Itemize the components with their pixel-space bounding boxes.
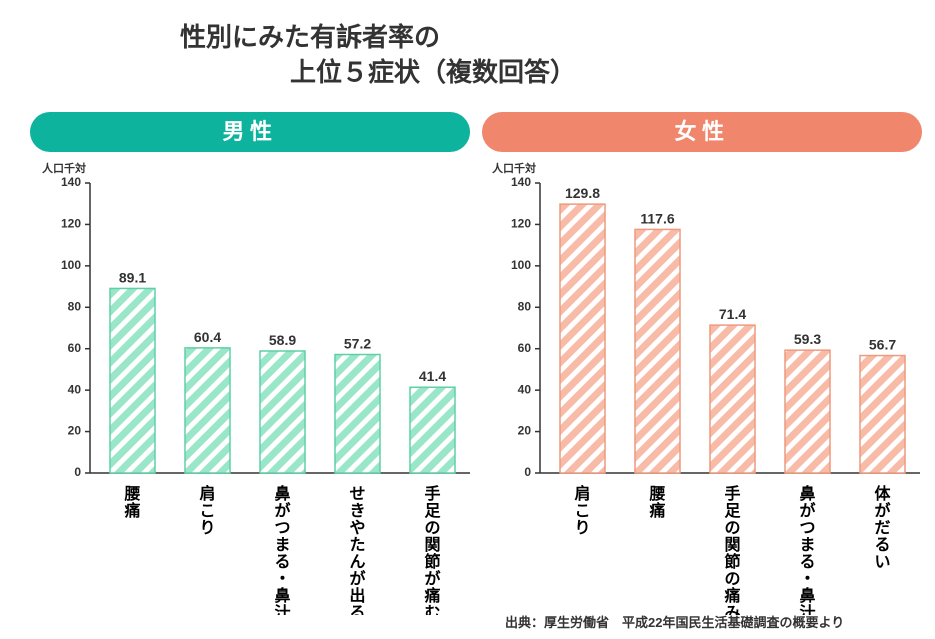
bar	[410, 387, 455, 473]
category-label: 肩こり	[199, 484, 215, 537]
y-tick-label: 80	[68, 299, 82, 313]
category-label: 鼻がつまる・鼻汁が出る	[799, 484, 815, 615]
bar	[185, 348, 230, 473]
title-line1: 性別にみた有訴者率の	[0, 20, 935, 55]
male-y-axis-label: 人口千対	[42, 160, 86, 176]
female-banner-label: 女性	[674, 119, 729, 144]
y-tick-label: 100	[511, 258, 531, 272]
female-bar-chart: 0 20 40 60 80 100 120 140 129.8 肩こり 117.6 腰痛 71.4 手足の…	[498, 175, 928, 615]
title-line2: 上位５症状（複数回答）	[0, 55, 935, 90]
male-banner: 男性	[30, 112, 470, 152]
category-label: 手足の関節が痛む	[423, 484, 441, 615]
bar-value-label: 58.9	[269, 332, 296, 348]
female-banner: 女性	[482, 112, 922, 152]
chart-title: 性別にみた有訴者率の 上位５症状（複数回答）	[0, 20, 935, 90]
y-tick-label: 40	[68, 382, 82, 396]
bar	[560, 204, 605, 473]
y-tick-label: 0	[74, 465, 81, 479]
y-tick-label: 80	[518, 299, 532, 313]
category-label: 手足の関節の痛み	[723, 484, 741, 615]
category-label: 腰痛	[123, 485, 140, 520]
bar-value-label: 59.3	[794, 331, 821, 347]
bar-value-label: 57.2	[344, 336, 371, 352]
category-label: 腰痛	[648, 485, 665, 520]
y-tick-label: 20	[68, 424, 82, 438]
y-tick-label: 100	[61, 258, 81, 272]
bar	[110, 288, 155, 473]
category-label: 鼻がつまる・鼻汁が出る	[274, 484, 290, 615]
y-tick-label: 140	[511, 175, 531, 189]
y-tick-label: 20	[518, 424, 532, 438]
bar-value-label: 60.4	[194, 329, 221, 345]
y-tick-label: 60	[68, 341, 82, 355]
female-y-axis-label: 人口千対	[492, 160, 536, 176]
bar	[635, 229, 680, 473]
bar-value-label: 41.4	[419, 368, 446, 384]
category-label: せきやたんが出る	[349, 486, 365, 615]
category-label: 体がだるい	[874, 484, 891, 571]
male-bar-chart: 0 20 40 60 80 100 120 140 89.1 腰痛 60.4 肩こり 58.9 鼻がつまる…	[48, 175, 478, 615]
y-tick-label: 140	[61, 175, 81, 189]
bar-value-label: 117.6	[640, 210, 674, 226]
bar	[860, 356, 905, 473]
bar	[710, 325, 755, 473]
bar-value-label: 71.4	[719, 306, 746, 322]
male-banner-label: 男性	[222, 119, 277, 144]
y-tick-label: 60	[518, 341, 532, 355]
y-tick-label: 120	[511, 217, 531, 231]
bar-value-label: 56.7	[869, 337, 896, 353]
y-tick-label: 40	[518, 382, 532, 396]
y-tick-label: 0	[524, 465, 531, 479]
bar	[335, 355, 380, 473]
category-label: 肩こり	[574, 484, 590, 537]
bar-value-label: 89.1	[119, 269, 146, 285]
bar	[785, 350, 830, 473]
y-tick-label: 120	[61, 217, 81, 231]
source-citation: 出典：厚生労働省 平成22年国民生活基礎調査の概要より	[505, 612, 844, 631]
bar	[260, 351, 305, 473]
bar-value-label: 129.8	[565, 185, 600, 201]
